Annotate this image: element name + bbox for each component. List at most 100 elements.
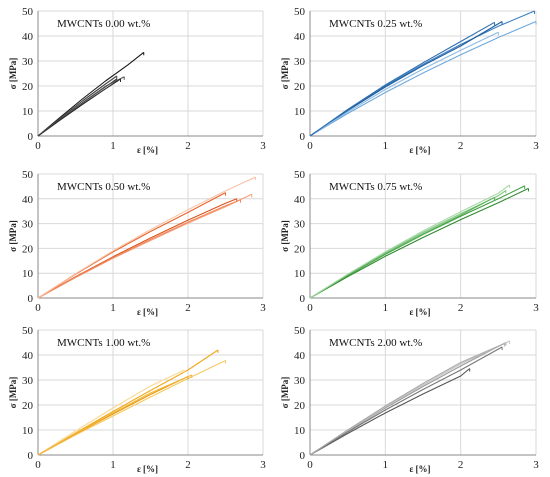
x-tick-label: 0 — [307, 459, 313, 471]
y-tick-label: 10 — [294, 425, 306, 437]
y-tick-label: 40 — [294, 31, 306, 43]
y-tick-label: 10 — [294, 106, 306, 118]
series-line-4 — [309, 184, 510, 299]
chart-panel-5: 0 10 20 30 40 50 0 1 2 3 MWCNTs 2.00 wt.% ε [%] σ [M… — [280, 325, 539, 474]
y-tick-label: 0 — [28, 450, 34, 462]
series-line-3 — [309, 346, 503, 456]
series-line-1 — [309, 20, 537, 137]
y-tick-label: 50 — [22, 169, 34, 181]
y-tick-label: 50 — [294, 6, 306, 18]
x-axis-label: ε [%] — [409, 145, 430, 155]
y-axis-label: σ [MPa] — [280, 58, 290, 90]
x-tick-label: 0 — [307, 140, 313, 152]
series-line-3 — [37, 78, 121, 137]
y-tick-label: 50 — [294, 169, 306, 181]
y-tick-label: 40 — [294, 350, 306, 362]
chart-title: MWCNTs 2.00 wt.% — [329, 337, 422, 349]
y-tick-label: 0 — [300, 293, 306, 305]
x-tick-label: 3 — [260, 140, 266, 152]
x-axis-label: ε [%] — [137, 307, 158, 317]
y-tick-label: 0 — [28, 293, 34, 305]
x-tick-label: 1 — [110, 302, 116, 314]
chart-title: MWCNTs 1.00 wt.% — [57, 337, 150, 349]
chart-panel-4: 0 10 20 30 40 50 0 1 2 3 MWCNTs 1.00 wt.% ε [%] σ [M… — [8, 325, 266, 474]
y-tick-label: 30 — [22, 375, 34, 387]
chart-title: MWCNTs 0.25 wt.% — [329, 18, 422, 30]
y-tick-label: 30 — [294, 375, 306, 387]
x-tick-label: 0 — [35, 459, 41, 471]
series-line-1 — [37, 193, 253, 299]
x-tick-label: 2 — [458, 459, 464, 471]
x-tick-label: 2 — [458, 140, 464, 152]
series-line-4 — [309, 21, 495, 137]
chart-title: MWCNTs 0.00 wt.% — [57, 18, 150, 30]
x-tick-label: 2 — [185, 140, 191, 152]
x-tick-label: 1 — [383, 302, 389, 314]
x-tick-label: 3 — [533, 140, 539, 152]
x-tick-label: 3 — [533, 459, 539, 471]
y-tick-label: 10 — [22, 106, 34, 118]
x-tick-label: 3 — [533, 302, 539, 314]
x-tick-label: 2 — [185, 302, 191, 314]
series-line-4 — [37, 75, 118, 137]
x-tick-label: 0 — [307, 302, 313, 314]
x-axis-label: ε [%] — [409, 464, 430, 474]
series-line-4 — [37, 374, 192, 456]
x-tick-label: 1 — [110, 459, 116, 471]
series-line-2 — [309, 21, 503, 137]
series-line-1 — [37, 360, 226, 456]
x-tick-label: 0 — [35, 302, 41, 314]
series-line-3 — [37, 199, 241, 299]
series-line-0 — [309, 368, 471, 456]
chart-panel-3: 0 10 20 30 40 50 0 1 2 3 MWCNTs 0.75 wt.% ε [%] σ [M… — [280, 169, 539, 317]
y-tick-label: 20 — [22, 243, 34, 255]
y-tick-label: 20 — [22, 400, 34, 412]
y-tick-label: 10 — [22, 425, 34, 437]
y-tick-label: 10 — [294, 268, 306, 280]
x-axis-label: ε [%] — [137, 464, 158, 474]
y-tick-label: 20 — [294, 400, 306, 412]
y-tick-label: 30 — [22, 219, 34, 231]
y-tick-label: 30 — [294, 219, 306, 231]
x-tick-label: 2 — [458, 302, 464, 314]
y-tick-label: 40 — [22, 31, 34, 43]
series-line-0 — [37, 51, 145, 137]
y-tick-label: 0 — [300, 450, 306, 462]
chart-panel-0: 0 10 20 30 40 50 0 1 2 3 MWCNTs 0.00 wt.% ε [%] σ [M… — [8, 6, 266, 155]
x-tick-label: 1 — [383, 140, 389, 152]
series-line-4 — [309, 342, 505, 456]
y-tick-label: 0 — [300, 131, 306, 143]
series-line-3 — [309, 31, 499, 137]
y-axis-label: σ [MPa] — [280, 220, 290, 252]
y-tick-label: 0 — [28, 131, 34, 143]
y-axis-label: σ [MPa] — [8, 377, 18, 409]
x-tick-label: 1 — [110, 140, 116, 152]
series-line-2 — [309, 187, 529, 299]
y-tick-label: 40 — [22, 350, 34, 362]
y-tick-label: 20 — [22, 81, 34, 93]
y-tick-label: 10 — [22, 268, 34, 280]
x-tick-label: 0 — [35, 140, 41, 152]
series-line-4 — [37, 176, 256, 299]
chart-title: MWCNTs 0.75 wt.% — [329, 181, 422, 193]
y-tick-label: 30 — [22, 56, 34, 68]
y-axis-label: σ [MPa] — [8, 58, 18, 90]
chart-panel-2: 0 10 20 30 40 50 0 1 2 3 MWCNTs 0.50 wt.% ε [%] σ [M… — [8, 169, 266, 317]
x-tick-label: 3 — [260, 459, 266, 471]
y-tick-label: 20 — [294, 243, 306, 255]
y-tick-label: 50 — [22, 325, 34, 337]
chart-panel-1: 0 10 20 30 40 50 0 1 2 3 MWCNTs 0.25 wt.% ε [%] σ [M… — [280, 6, 539, 155]
x-tick-label: 1 — [383, 459, 389, 471]
y-axis-label: σ [MPa] — [280, 377, 290, 409]
y-tick-label: 20 — [294, 81, 306, 93]
series-line-3 — [309, 196, 495, 299]
series-line-3 — [37, 369, 185, 456]
y-tick-label: 30 — [294, 56, 306, 68]
y-tick-label: 50 — [22, 6, 34, 18]
chart-title: MWCNTs 0.50 wt.% — [57, 181, 150, 193]
x-tick-label: 3 — [260, 302, 266, 314]
y-axis-label: σ [MPa] — [8, 220, 18, 252]
x-axis-label: ε [%] — [137, 145, 158, 155]
y-tick-label: 40 — [22, 194, 34, 206]
